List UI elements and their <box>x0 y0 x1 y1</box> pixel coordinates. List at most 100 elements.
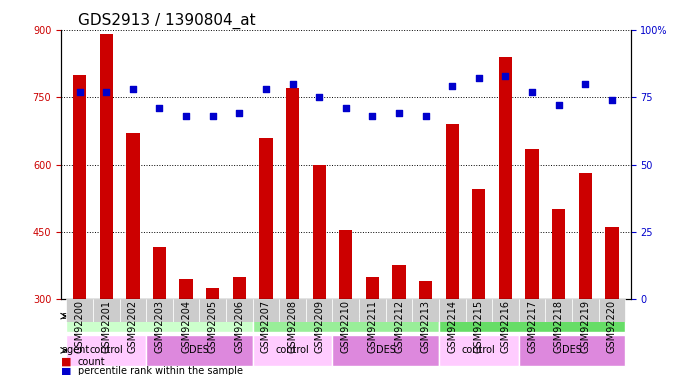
Text: GSM92211: GSM92211 <box>367 300 378 353</box>
Point <box>260 86 271 92</box>
Bar <box>572 299 599 321</box>
Bar <box>472 189 485 299</box>
Bar <box>306 299 332 321</box>
Text: GSM92210: GSM92210 <box>341 300 351 353</box>
Bar <box>206 288 220 299</box>
FancyBboxPatch shape <box>66 301 253 332</box>
Bar <box>126 133 140 299</box>
Text: strain: strain <box>62 311 89 321</box>
FancyBboxPatch shape <box>332 335 439 366</box>
Text: DES: DES <box>376 345 396 355</box>
Bar <box>119 299 146 321</box>
Bar <box>226 299 253 321</box>
Text: GSM92220: GSM92220 <box>607 300 617 353</box>
Bar <box>93 299 119 321</box>
Text: GSM92208: GSM92208 <box>287 300 298 353</box>
Bar <box>253 299 279 321</box>
Point <box>207 113 218 119</box>
Text: ■: ■ <box>61 366 71 375</box>
Bar <box>419 281 433 299</box>
Text: GSM92209: GSM92209 <box>314 300 324 353</box>
Point <box>287 81 298 87</box>
Text: percentile rank within the sample: percentile rank within the sample <box>78 366 243 375</box>
Point <box>447 84 458 90</box>
Point <box>607 97 618 103</box>
Text: GSM92218: GSM92218 <box>554 300 563 353</box>
FancyBboxPatch shape <box>146 335 253 366</box>
Bar <box>393 266 405 299</box>
Bar <box>233 277 246 299</box>
Bar <box>439 299 466 321</box>
Bar <box>153 248 166 299</box>
Bar <box>578 174 592 299</box>
Bar <box>73 75 86 299</box>
Point <box>154 105 165 111</box>
Point <box>234 110 245 116</box>
Bar <box>100 34 113 299</box>
Text: GSM92205: GSM92205 <box>207 300 218 353</box>
FancyBboxPatch shape <box>519 335 625 366</box>
Point <box>394 110 405 116</box>
Text: GSM92204: GSM92204 <box>181 300 191 353</box>
Text: DES: DES <box>562 345 582 355</box>
FancyBboxPatch shape <box>66 335 146 366</box>
Bar <box>605 227 618 299</box>
Text: GSM92206: GSM92206 <box>235 300 244 353</box>
Point <box>180 113 191 119</box>
FancyBboxPatch shape <box>253 335 332 366</box>
Bar <box>313 165 326 299</box>
Point <box>340 105 351 111</box>
Text: control: control <box>89 345 123 355</box>
Point <box>553 102 564 108</box>
Point <box>527 89 538 95</box>
Point <box>127 86 138 92</box>
Text: GSM92213: GSM92213 <box>420 300 431 353</box>
Text: GSM92201: GSM92201 <box>101 300 111 353</box>
Bar <box>492 299 519 321</box>
FancyBboxPatch shape <box>253 301 439 332</box>
Bar <box>466 299 492 321</box>
Text: agent: agent <box>62 345 89 355</box>
Text: ACI: ACI <box>151 311 167 321</box>
Bar <box>519 299 545 321</box>
Point <box>367 113 378 119</box>
Bar <box>180 279 193 299</box>
Text: DES: DES <box>189 345 210 355</box>
Text: GSM92214: GSM92214 <box>447 300 457 353</box>
Text: GSM92216: GSM92216 <box>500 300 511 353</box>
Bar <box>66 299 93 321</box>
Bar <box>286 88 299 299</box>
FancyBboxPatch shape <box>439 335 519 366</box>
Text: GSM92212: GSM92212 <box>394 300 404 353</box>
Text: GSM92207: GSM92207 <box>261 300 271 353</box>
Text: GSM92200: GSM92200 <box>75 300 85 353</box>
Bar <box>599 299 625 321</box>
Bar <box>173 299 199 321</box>
Text: GSM92219: GSM92219 <box>580 300 591 353</box>
Text: GSM92203: GSM92203 <box>155 300 165 353</box>
Bar <box>199 299 226 321</box>
Bar <box>332 299 359 321</box>
Text: count: count <box>78 357 106 367</box>
Point <box>314 94 325 100</box>
Text: Brown Norway: Brown Norway <box>497 311 567 321</box>
Bar <box>545 299 572 321</box>
Bar <box>279 299 306 321</box>
Text: GSM92217: GSM92217 <box>527 300 537 353</box>
Bar <box>525 149 539 299</box>
Bar <box>146 299 173 321</box>
Text: control: control <box>462 345 496 355</box>
Bar <box>386 299 412 321</box>
Text: GSM92215: GSM92215 <box>474 300 484 353</box>
Bar <box>445 124 459 299</box>
Bar <box>412 299 439 321</box>
Point <box>420 113 431 119</box>
Point <box>473 75 484 81</box>
Bar <box>499 57 512 299</box>
FancyBboxPatch shape <box>439 301 625 332</box>
Bar <box>339 230 353 299</box>
Text: ■: ■ <box>61 357 71 367</box>
Text: control: control <box>276 345 309 355</box>
Point <box>101 89 112 95</box>
Bar <box>365 277 379 299</box>
